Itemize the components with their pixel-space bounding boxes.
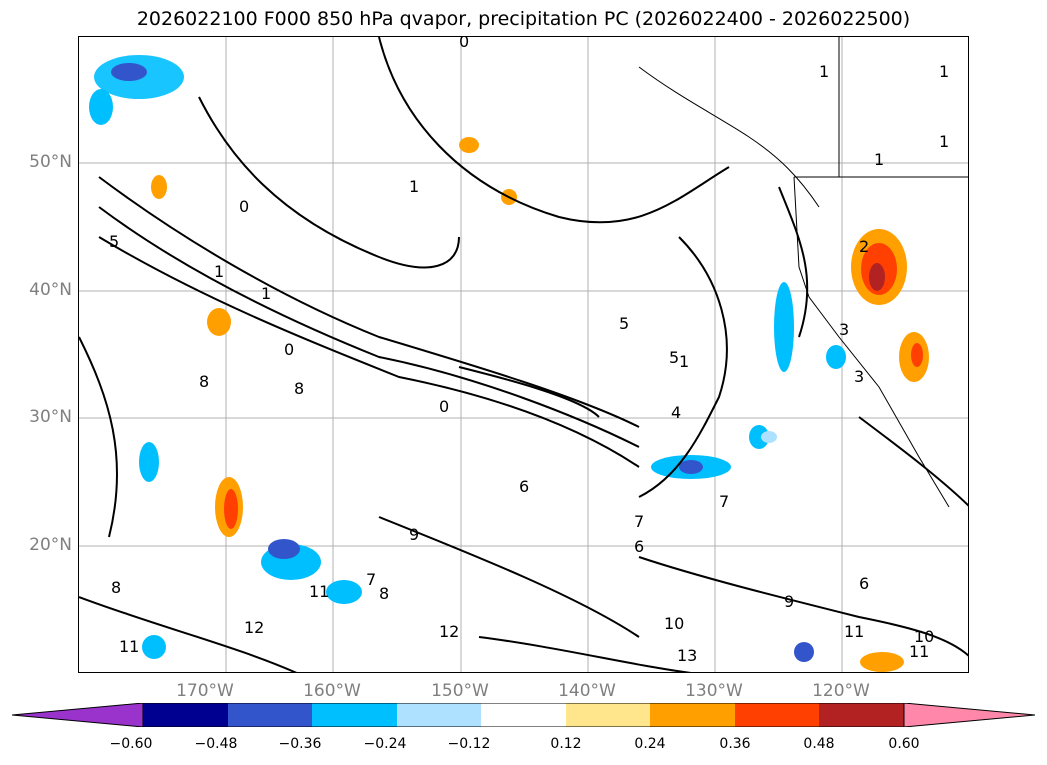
contour-label: 5 xyxy=(669,348,679,367)
lat-label: 40°N xyxy=(29,280,72,300)
colorbar-tick: −0.36 xyxy=(278,736,322,752)
contour-label: 1 xyxy=(939,62,949,81)
contour-label: 10 xyxy=(914,627,934,646)
contour-label: 1 xyxy=(409,177,419,196)
contour-label: 8 xyxy=(199,372,209,391)
lon-label: 170°W xyxy=(176,681,234,701)
contour-label: 9 xyxy=(409,525,419,544)
colorbar-bin xyxy=(566,703,650,727)
contour-label: 8 xyxy=(379,584,389,603)
contour-label: 6 xyxy=(634,537,644,556)
contour-label: 1 xyxy=(261,284,271,303)
contour-label: 12 xyxy=(244,618,264,637)
contour-label: 8 xyxy=(294,379,304,398)
colorbar-tick: −0.12 xyxy=(447,736,491,752)
contour-label: 10 xyxy=(664,614,684,633)
lat-label: 50°N xyxy=(29,152,72,172)
contour-label: 1 xyxy=(679,352,689,371)
contour-label: 7 xyxy=(366,570,376,589)
lon-label: 130°W xyxy=(685,681,743,701)
colorbar-bin xyxy=(650,703,735,727)
contour-label: 5 xyxy=(619,314,629,333)
precip-shading xyxy=(89,55,929,672)
contour-label: 11 xyxy=(909,642,929,661)
contour-label: 7 xyxy=(634,512,644,531)
lon-label: 120°W xyxy=(812,681,870,701)
colorbar-bin xyxy=(228,703,312,727)
contour-labels: 1 1 1 1 1 1 1 1 1 2 3 3 4 5 5 5 6 6 6 7 … xyxy=(109,37,949,665)
contour-label: 3 xyxy=(854,367,864,386)
colorbar-extend-high xyxy=(903,703,1035,727)
contour-label: 1 xyxy=(874,150,884,169)
coastlines xyxy=(638,37,968,508)
lon-label: 160°W xyxy=(303,681,361,701)
lat-label: 20°N xyxy=(29,535,72,555)
map-panel: 1 1 1 1 1 1 1 1 1 2 3 3 4 5 5 5 6 6 6 7 … xyxy=(78,36,969,673)
lon-label: 140°W xyxy=(558,681,616,701)
contour-label: 6 xyxy=(519,477,529,496)
contour-label: 11 xyxy=(309,582,329,601)
colorbar-tick: −0.60 xyxy=(109,736,153,752)
contour-label: 11 xyxy=(844,622,864,641)
contour-label: 6 xyxy=(859,574,869,593)
contour-label: 7 xyxy=(719,492,729,511)
colorbar-tick: 0.24 xyxy=(634,736,666,752)
contour-label: 9 xyxy=(784,592,794,611)
contour-label: 1 xyxy=(819,62,829,81)
contour-label: 13 xyxy=(677,646,697,665)
colorbar-tick: −0.48 xyxy=(194,736,238,752)
contour-label: 0 xyxy=(439,397,449,416)
colorbar-tick: 0.12 xyxy=(550,736,582,752)
colorbar-tick: 0.48 xyxy=(803,736,835,752)
contour-label: 2 xyxy=(859,237,869,256)
map-title: 2026022100 F000 850 hPa qvapor, precipit… xyxy=(136,8,911,30)
contour-label: 0 xyxy=(284,340,294,359)
contour-label: 1 xyxy=(939,132,949,151)
contour-label: 1 xyxy=(214,262,224,281)
colorbar-bin xyxy=(143,703,228,727)
colorbar xyxy=(12,703,1035,727)
colorbar-tick: −0.24 xyxy=(363,736,407,752)
qvapor-contours xyxy=(79,37,968,672)
colorbar-tick: 0.36 xyxy=(719,736,751,752)
contour-label: 0 xyxy=(459,37,469,51)
contour-label: 12 xyxy=(439,622,459,641)
contour-label: 0 xyxy=(239,197,249,216)
contour-label: 8 xyxy=(111,578,121,597)
contour-label: 4 xyxy=(671,403,681,422)
colorbar-bin xyxy=(735,703,819,727)
map-canvas: 1 1 1 1 1 1 1 1 1 2 3 3 4 5 5 5 6 6 6 7 … xyxy=(79,37,968,672)
contour-label: 11 xyxy=(119,637,139,656)
colorbar-bin xyxy=(312,703,397,727)
colorbar-tick: 0.60 xyxy=(888,736,920,752)
colorbar-bin xyxy=(819,703,904,727)
colorbar-bin xyxy=(481,703,566,727)
lon-label: 150°W xyxy=(431,681,489,701)
colorbar-extend-low xyxy=(12,703,144,727)
lat-label: 30°N xyxy=(29,407,72,427)
colorbar-bin xyxy=(397,703,481,727)
contour-label: 5 xyxy=(109,232,119,251)
contour-label: 3 xyxy=(839,320,849,339)
